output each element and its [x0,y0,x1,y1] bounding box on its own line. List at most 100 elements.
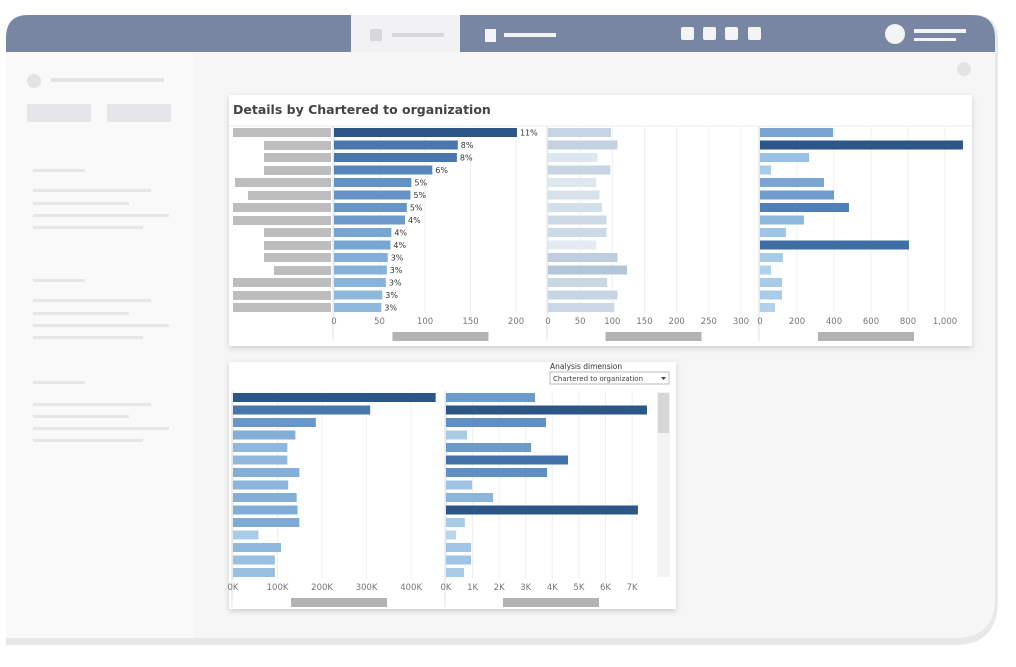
bar [548,178,597,187]
bar [233,493,297,502]
user-name [914,29,966,33]
dropdown[interactable] [549,371,670,385]
bar [334,165,433,175]
sidebar-text [51,78,164,82]
x-tick-label: 150 [462,317,478,327]
x-tick-label: 0 [331,317,336,327]
bar [548,190,600,200]
x-tick-label: 0K [228,583,239,593]
bar [446,393,536,402]
sidebar-icon [27,74,41,88]
bar [760,203,849,212]
bar [760,228,786,237]
x-tick-label: 250 [701,317,717,327]
toolbar-icon[interactable] [681,27,694,40]
bar [760,290,783,300]
bar [548,228,607,237]
bar [760,253,783,262]
bar [233,455,288,465]
bar [334,190,411,200]
sidebar-button[interactable] [27,104,91,122]
data-label: 5% [413,191,426,200]
bar [233,555,275,565]
x-tick-label: 400K [400,583,422,593]
x-tick-label: 200 [508,317,524,327]
bar [548,203,603,212]
bar [548,303,615,312]
x-tick-label: 300K [356,583,378,593]
bar [334,253,388,262]
category-placeholders [233,128,331,312]
x-tick-label: 300 [733,317,749,327]
axis-title-placeholder [818,332,914,341]
data-label: 3% [389,279,402,288]
x-tick-label: 7K [627,583,638,593]
data-label: 5% [414,179,427,188]
x-tick-label: 50 [374,317,385,327]
data-label: 3% [384,304,397,313]
x-tick-label: 0 [757,317,762,327]
bar [760,215,805,225]
data-label: 8% [460,154,473,163]
sidebar-button[interactable] [107,104,171,122]
bar [334,303,382,312]
bar [446,518,465,527]
x-tick-label: 800 [900,317,916,327]
bar [760,278,783,287]
bar [446,405,647,415]
x-tick-label: 0 [545,317,550,327]
sidebar [6,52,194,638]
bar [233,568,275,577]
bar [760,178,825,187]
toolbar-icon[interactable] [703,27,716,40]
axis-title-placeholder [392,332,489,341]
user-sub [914,38,956,41]
axis-title-placeholder [503,598,599,607]
bar [233,405,371,415]
bar [446,468,548,477]
x-tick-label: 100K [267,583,289,593]
x-tick-label: 200 [669,317,685,327]
bar [548,240,597,250]
bar [233,480,289,490]
bar [760,128,834,137]
data-label: 3% [385,291,398,300]
avatar[interactable] [885,24,905,44]
x-tick-label: 5K [573,583,584,593]
bar [446,443,532,452]
bar [548,153,598,162]
data-label: 4% [394,229,407,238]
bar [334,228,392,237]
x-tick-label: 100 [417,317,433,327]
dropdown-value: Chartered to organization [553,375,643,383]
bar [548,265,628,275]
bar [334,128,517,137]
bar [760,140,963,150]
axis-title-placeholder [605,332,702,341]
bar [446,455,569,465]
x-tick-label: 3K [520,583,531,593]
axis-title-placeholder [291,598,387,607]
scrollbar[interactable] [657,392,670,577]
toolbar-icon[interactable] [748,27,761,40]
bar [760,153,810,162]
bar [760,190,834,200]
x-tick-label: 200 [789,317,805,327]
scroll-thumb[interactable] [658,393,669,433]
bar [334,215,405,225]
bar [446,568,465,577]
data-label: 5% [410,204,423,213]
bar [233,443,288,452]
bar [548,253,618,262]
data-label: 4% [408,216,421,225]
x-tick-label: 100 [604,317,620,327]
x-tick-label: 50 [575,317,586,327]
x-tick-label: 0K [441,583,452,593]
toolbar-icon[interactable] [725,27,738,40]
bar [446,505,638,515]
top-bar [6,15,995,52]
bar [233,468,300,477]
bar [548,215,607,225]
x-tick-label: 400 [826,317,842,327]
